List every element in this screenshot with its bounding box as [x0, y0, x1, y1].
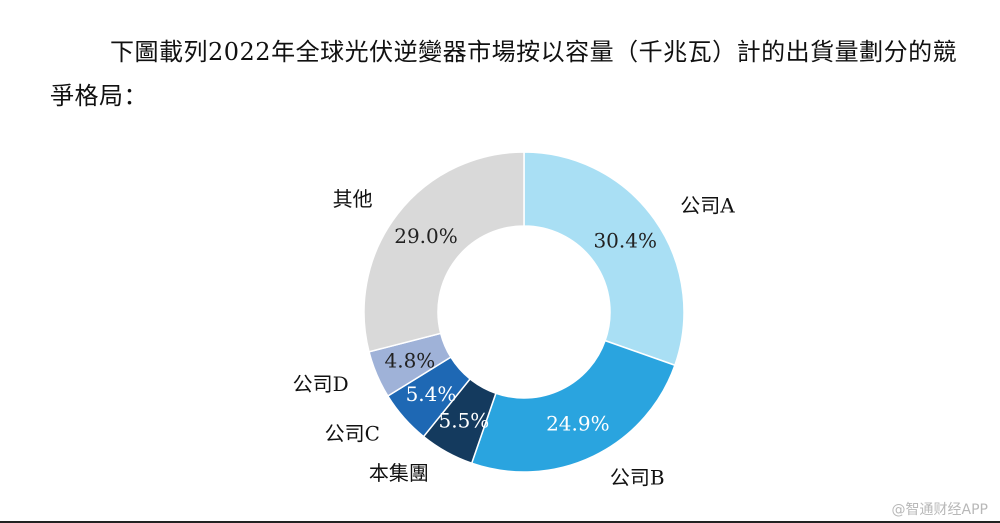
bottom-rule [0, 521, 1000, 523]
slice-6-arc [363, 151, 525, 353]
percentage-labels: 30.4% 24.9% 5.5%5.4% 4.8% 29.0% [384, 224, 657, 436]
slice-1-arc [523, 151, 685, 367]
watermark: @智通财经APP [891, 502, 988, 518]
donut-slices [363, 151, 685, 473]
slice-2-percent-label: 24.9% [546, 412, 610, 436]
intro-paragraph: 下圖載列2022年全球光伏逆變器市場按以容量（千兆瓦）計的出貨量劃分的競爭格局： [50, 38, 958, 110]
slice-1-name-label: 公司A [680, 194, 735, 218]
slice-6-percent-label: 29.0% [394, 224, 458, 248]
slice-3-name-label: 本集團 [369, 461, 429, 485]
slice-2-arc [470, 339, 676, 473]
slice-3-percent-label: 5.5% [439, 408, 490, 432]
category-labels: 公司A 公司B 本集團 公司C 公司D 其他 [293, 187, 736, 490]
slice-6-name-label: 其他 [333, 187, 373, 211]
slice-2-name-label: 公司B [610, 466, 665, 490]
slice-5-name-label: 公司D [293, 372, 349, 396]
slice-4-percent-label: 5.4% [406, 382, 457, 406]
slice-5-percent-label: 4.8% [384, 349, 435, 373]
slice-4-name-label: 公司C [325, 422, 380, 446]
slice-1-percent-label: 30.4% [593, 228, 657, 252]
